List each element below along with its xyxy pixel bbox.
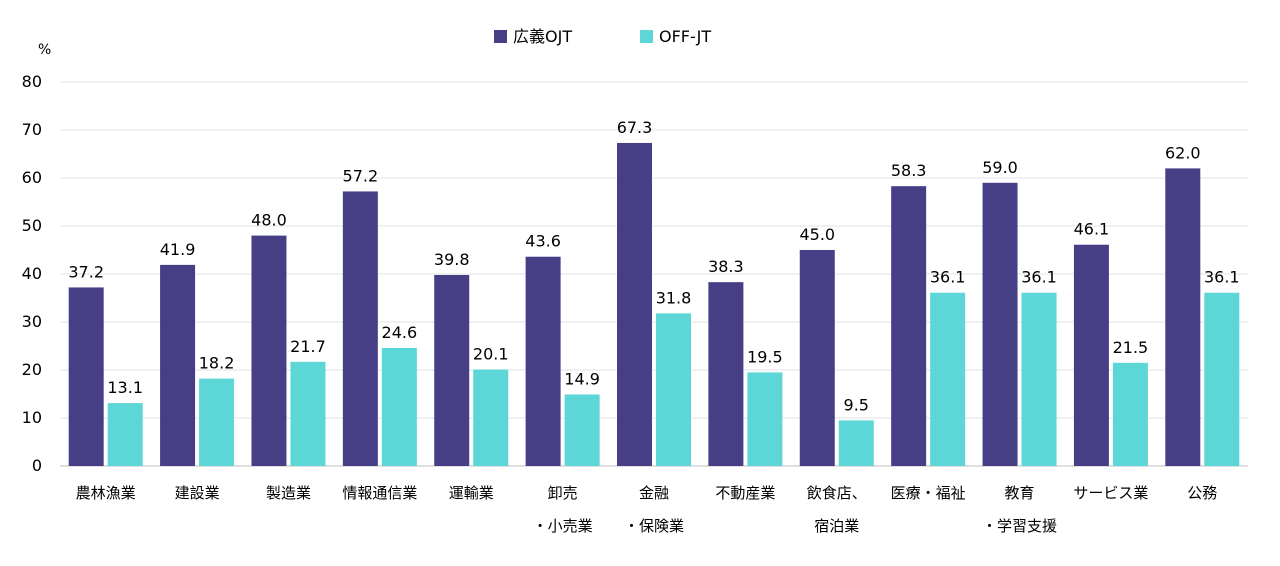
category-label: ・保険業 <box>624 517 684 535</box>
data-label: 19.5 <box>747 347 783 366</box>
category-label: 宿泊業 <box>814 517 859 535</box>
bar <box>199 378 235 466</box>
gridlines <box>60 81 1248 467</box>
data-label: 36.1 <box>1021 268 1057 287</box>
y-tick-label: 30 <box>22 312 42 331</box>
data-label: 39.8 <box>434 250 470 269</box>
bar <box>656 313 691 466</box>
data-label: 36.1 <box>1204 268 1240 287</box>
bar <box>799 250 835 466</box>
data-label: 31.8 <box>656 288 692 307</box>
data-label: 13.1 <box>107 378 143 397</box>
bar <box>525 256 561 466</box>
category-label: 建設業 <box>175 484 220 502</box>
y-axis-unit-label: % <box>38 42 51 58</box>
category-label: サービス業 <box>1073 484 1148 502</box>
bar <box>68 287 104 466</box>
bar <box>891 186 927 466</box>
bar <box>1165 168 1201 466</box>
data-label: 58.3 <box>891 161 927 180</box>
data-label: 43.6 <box>525 232 561 251</box>
bar <box>381 347 417 466</box>
data-label: 41.9 <box>160 240 196 259</box>
y-tick-label: 60 <box>22 168 42 187</box>
data-label: 24.6 <box>382 323 418 342</box>
data-label: 62.0 <box>1165 143 1201 162</box>
bar <box>160 264 196 466</box>
bars <box>68 142 1240 467</box>
category-label: 公務 <box>1187 484 1217 502</box>
data-label: 38.3 <box>708 257 744 276</box>
data-label: 37.2 <box>68 262 104 281</box>
bar <box>107 403 143 466</box>
category-label: 運輸業 <box>449 484 494 502</box>
y-tick-label: 40 <box>22 264 42 283</box>
legend: 広義OJT OFF-JT <box>494 27 711 46</box>
data-label: 20.1 <box>473 345 509 364</box>
category-label: 不動産業 <box>715 484 775 502</box>
category-labels: 農林漁業 建設業 製造業 情報通信業 運輸業 卸売・小売業 金融・保険業 不動産業 飲食店、宿泊… <box>76 484 1218 535</box>
category-label: 農林漁業 <box>76 484 136 502</box>
legend-swatch <box>494 30 507 43</box>
bar <box>564 394 600 466</box>
bar <box>1073 244 1109 466</box>
data-label: 21.7 <box>290 337 326 356</box>
y-tick-label: 0 <box>32 456 42 475</box>
legend-swatch <box>640 30 653 43</box>
data-label: 21.5 <box>1113 338 1149 357</box>
data-label: 14.9 <box>564 369 600 388</box>
y-tick-label: 20 <box>22 360 42 379</box>
legend-label: 広義OJT <box>513 27 572 46</box>
category-label: 飲食店、 <box>807 484 867 502</box>
category-label: ・学習支援 <box>982 517 1057 535</box>
data-label: 18.2 <box>199 354 235 373</box>
category-label: 教育 <box>1005 484 1035 502</box>
category-label: ・小売業 <box>533 517 593 535</box>
data-label: 48.0 <box>251 211 287 230</box>
category-label: 医療・福祉 <box>891 484 966 502</box>
bar <box>251 235 287 466</box>
data-label: 67.3 <box>617 118 653 137</box>
category-label: 卸売 <box>548 484 578 502</box>
data-label: 45.0 <box>799 225 835 244</box>
bar <box>342 191 378 466</box>
y-tick-label: 70 <box>22 120 42 139</box>
category-label: 情報通信業 <box>342 484 417 502</box>
bar <box>982 182 1018 467</box>
bar <box>290 361 326 466</box>
y-tick-label: 80 <box>22 72 42 91</box>
y-axis-ticks: 0 10 20 30 40 50 60 70 80 <box>22 72 42 475</box>
category-label: 金融 <box>639 484 669 502</box>
bar <box>708 282 744 466</box>
bar <box>1021 292 1057 466</box>
bar <box>1204 292 1240 466</box>
bar <box>434 274 470 466</box>
data-label: 36.1 <box>930 268 966 287</box>
y-tick-label: 50 <box>22 216 42 235</box>
data-label: 57.2 <box>343 166 379 185</box>
data-label: 59.0 <box>982 158 1018 177</box>
category-label: 製造業 <box>266 484 311 502</box>
bar <box>930 292 966 466</box>
bar <box>1112 362 1148 466</box>
data-label: 9.5 <box>844 395 869 414</box>
bar <box>747 372 783 466</box>
data-label: 46.1 <box>1074 220 1110 239</box>
y-tick-label: 10 <box>22 408 42 427</box>
bar <box>473 369 509 466</box>
bar <box>838 420 874 466</box>
legend-label: OFF-JT <box>659 27 711 46</box>
data-labels: 37.2 13.1 41.9 18.2 48.0 21.7 57.2 24.6 39.8 20.1… <box>68 118 1239 414</box>
bar <box>617 142 652 466</box>
